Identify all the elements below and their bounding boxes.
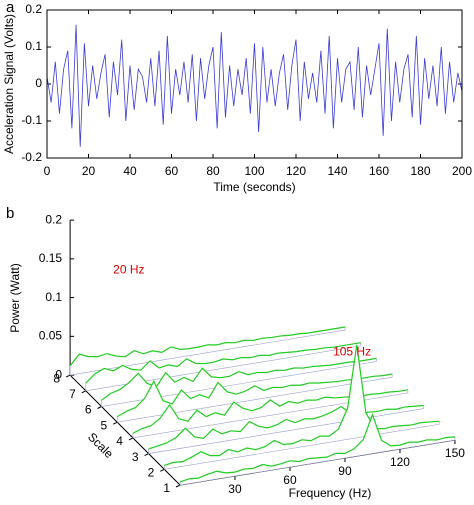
scale-axis-label: Scale <box>85 430 116 461</box>
scale-tick <box>112 421 118 425</box>
panel-label: a <box>6 0 15 16</box>
slice-line <box>148 404 424 450</box>
scale-tick <box>144 453 149 457</box>
slice-line <box>116 373 393 418</box>
x-tick-label: 60 <box>165 164 179 178</box>
x-axis-label: Frequency (Hz) <box>289 486 372 500</box>
scale-axis <box>69 374 181 486</box>
x-tick-label: 150 <box>445 446 465 460</box>
z-tick-label: 0.05 <box>39 329 63 343</box>
scale-tick-label: 5 <box>101 418 108 432</box>
slice-line <box>179 412 455 483</box>
x-tick-label: 30 <box>228 482 242 496</box>
x-tick-label: 120 <box>390 455 410 469</box>
x-tick-label: 100 <box>244 164 264 178</box>
x-tick-label: 40 <box>123 164 137 178</box>
scale-tick <box>128 437 134 441</box>
x-axis-label: Time (seconds) <box>213 180 295 194</box>
y-tick-label: -0.1 <box>21 113 42 127</box>
z-tick-label: 0 <box>55 367 62 381</box>
z-tick-label: 0.2 <box>45 212 62 226</box>
scale-tick-label: 6 <box>85 403 92 417</box>
x-tick-label: 60 <box>283 473 297 487</box>
scale-tick <box>81 390 87 394</box>
y-tick-label: 0 <box>35 76 42 90</box>
slice-line <box>164 344 440 466</box>
scale-tick <box>175 484 181 488</box>
scale-tick-label: 2 <box>148 465 155 479</box>
plot-frame <box>46 9 463 159</box>
x-tick-label: 0 <box>44 164 51 178</box>
scale-tick <box>97 406 102 409</box>
y-tick-label: -0.2 <box>21 150 42 164</box>
signal-line <box>46 24 463 147</box>
x-tick-label: 200 <box>452 164 472 178</box>
x-tick-label: 140 <box>327 164 347 178</box>
x-tick-label: 160 <box>369 164 389 178</box>
z-tick-label: 0.15 <box>39 251 63 265</box>
x-tick-label: 180 <box>410 164 430 178</box>
x-tick-label: 90 <box>338 464 352 478</box>
x-tick-label: 80 <box>206 164 220 178</box>
x-tick-label: 20 <box>82 164 96 178</box>
annotation: 20 Hz <box>113 263 144 277</box>
scale-tick-label: 3 <box>132 450 139 464</box>
slice-line <box>101 357 377 401</box>
scale-tick <box>160 468 165 472</box>
z-tick-label: 0.1 <box>45 290 62 304</box>
y-tick-label: 0.1 <box>25 39 42 53</box>
scale-tick <box>65 374 71 378</box>
y-tick-label: 0.2 <box>25 2 42 16</box>
y-axis-label: Acceleration Signal (Volts) <box>2 14 16 154</box>
scale-tick-label: 1 <box>163 481 170 495</box>
scale-tick-label: 7 <box>69 387 76 401</box>
z-axis-label: Power (Watt) <box>8 263 22 333</box>
scale-tick-label: 4 <box>116 434 123 448</box>
slice-line <box>85 342 361 384</box>
x-tick-label: 120 <box>286 164 306 178</box>
annotation: 105 Hz <box>333 344 371 358</box>
panel-label: b <box>6 205 14 222</box>
slice-line <box>69 326 346 367</box>
scale-tick-label: 8 <box>53 371 60 385</box>
